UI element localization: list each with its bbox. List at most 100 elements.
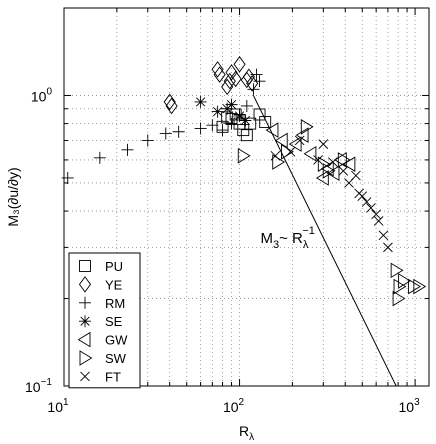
point-pu [244,117,257,130]
legend-marker-sw [79,350,93,366]
point-ye [225,64,238,81]
point-rm [172,125,185,138]
point-ft [351,170,361,181]
point-rm [159,127,172,140]
point-sw [393,278,407,295]
y-tick-label: 10−1 [25,377,52,395]
data-points [61,56,427,307]
series-sw [237,119,427,307]
point-pu [240,129,253,142]
legend-marker-ye [78,276,92,293]
point-se [194,95,207,108]
legend-box [68,252,141,389]
series-rm [61,68,266,184]
legend-entry-ft: FT [80,369,121,384]
point-rm [61,171,74,184]
point-ft [285,146,296,157]
point-gw [288,136,302,152]
point-gw [274,132,288,149]
series-ye [163,56,259,115]
point-sw [390,262,404,279]
point-rm [216,124,229,137]
legend-entries: PU YE RM SE GW SW FT [77,259,128,384]
legend-label: SE [105,314,123,329]
point-ye [229,70,242,88]
legend-label: YE [105,277,123,292]
legend-label: PU [105,259,123,274]
point-rm [141,134,154,147]
point-se [239,114,252,127]
point-ye [223,72,236,90]
point-rm [206,119,219,132]
point-rm [240,99,253,112]
point-sw [317,156,331,172]
point-ft [373,216,384,226]
point-se [225,98,238,111]
point-gw [333,152,347,168]
legend-marker-pu [79,260,91,272]
point-gw [295,127,309,143]
point-ye [163,93,176,111]
point-ft [378,230,389,241]
legend-entry-pu: PU [79,259,123,274]
point-ft [270,150,281,161]
point-ft [383,242,393,253]
point-sw [322,163,336,179]
point-ft [318,139,329,149]
y-tick-label: 100 [31,86,53,104]
point-rm [247,83,260,96]
legend-entry-sw: SW [79,350,127,366]
point-ye [165,97,178,115]
point-se [233,109,246,122]
legend-label: RM [105,296,125,311]
point-ft [357,191,368,202]
legend-entry-ye: YE [78,276,123,293]
legend-marker-ft [80,371,90,382]
y-tick-labels: 10−1 100 [25,86,52,395]
point-ft [366,203,376,213]
point-ft [294,135,305,146]
reference-line-group [253,95,397,387]
legend-entry-se: SE [79,314,123,329]
point-rm [253,75,266,88]
legend-marker-se [79,315,91,328]
point-rm [121,143,134,156]
point-sw [408,278,421,295]
legend-entry-gw: GW [77,331,128,348]
legend: PU YE RM SE GW SW FT [68,252,141,389]
plot-frame [63,7,430,387]
power-law-annotation: M3~ Rλ−1 [260,225,314,251]
series-gw [265,122,356,186]
reference-line [253,95,397,387]
point-ft [328,157,338,167]
legend-label: GW [105,333,128,348]
x-tick-label: 102 [223,397,245,415]
point-ft [338,166,349,176]
legend-label: SW [105,351,127,366]
point-ft [371,209,381,220]
point-se [211,105,224,118]
point-gw [303,145,317,162]
legend-label: FT [105,369,121,384]
point-rm [93,151,106,164]
point-ft [361,197,372,207]
legend-marker-gw [77,331,91,348]
point-gw [265,122,279,138]
point-pu [259,116,272,128]
x-axis-label: Rλ [239,423,254,443]
series-se [194,95,252,127]
legend-entry-rm: RM [79,296,125,311]
point-sw [413,278,427,295]
point-ft [313,155,323,165]
point-gw [315,170,329,186]
point-rm [194,122,207,135]
y-axis-label: M₃(∂u/∂y) [5,167,21,226]
legend-marker-rm [79,296,91,309]
x-tick-labels: 101 102 103 [47,397,420,415]
point-sw [300,119,314,135]
point-ye [211,61,224,78]
x-tick-label: 103 [399,397,421,415]
point-sw [337,152,351,168]
x-tick-label: 101 [47,397,69,415]
